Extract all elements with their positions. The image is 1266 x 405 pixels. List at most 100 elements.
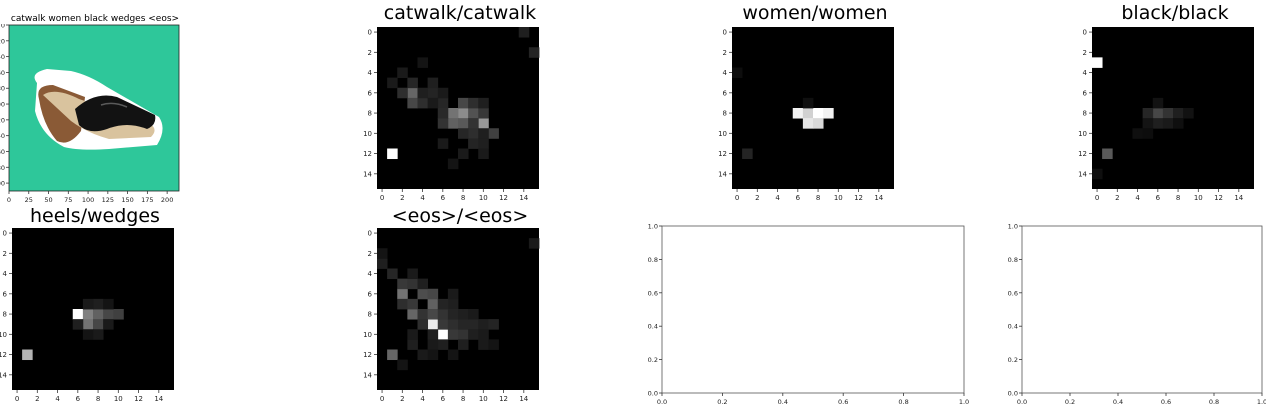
- heatmap-cell: [387, 77, 398, 89]
- x-tick-label: 10: [479, 395, 488, 403]
- x-tick-label: 4: [775, 194, 780, 202]
- heatmap-cell: [732, 67, 743, 79]
- x-tick-label: 8: [461, 395, 465, 403]
- heatmap-cell: [417, 288, 429, 300]
- x-tick-label: 0.6: [1161, 398, 1171, 405]
- heatmap-cell: [478, 97, 489, 109]
- heatmap-cell: [407, 298, 418, 310]
- heatmap-cell: [468, 97, 479, 109]
- heatmap-cell: [1092, 168, 1103, 180]
- heatmap-cell: [478, 138, 489, 149]
- y-tick-label: 6: [3, 290, 8, 298]
- y-tick-label: 2: [368, 49, 372, 57]
- x-tick-label: 2: [1115, 194, 1119, 202]
- y-tick-label: 0.4: [1008, 323, 1018, 331]
- x-tick-label: 1.0: [959, 398, 969, 405]
- heatmap-cell: [1132, 128, 1144, 139]
- source-image-title: catwalk women black wedges <eos>: [10, 14, 180, 24]
- heatmap-cell: [93, 309, 104, 320]
- heatmap-cell: [397, 87, 408, 99]
- heatmap-cell: [468, 128, 479, 139]
- heatmap-title-women: women/women: [742, 2, 888, 24]
- x-tick-label: 125: [102, 196, 114, 204]
- y-tick-label: 20: [0, 37, 5, 45]
- x-tick-label: 0.0: [657, 398, 667, 405]
- heatmap-cell: [377, 258, 388, 269]
- x-tick-label: 0: [735, 194, 739, 202]
- x-tick-label: 6: [441, 194, 446, 202]
- heatmap-cell: [802, 108, 814, 119]
- heatmap-cell: [437, 108, 449, 119]
- x-tick-label: 10: [834, 194, 843, 202]
- heatmap-cell: [1142, 128, 1154, 139]
- heatmap-cell: [1092, 57, 1103, 68]
- heatmap-cell: [387, 148, 398, 160]
- x-tick-label: 14: [1234, 194, 1243, 202]
- heatmap-cell: [417, 278, 429, 290]
- x-tick-label: 0: [380, 395, 384, 403]
- heatmap-cell: [458, 108, 469, 119]
- y-tick-label: 2: [1083, 49, 1087, 57]
- x-tick-label: 100: [82, 196, 94, 204]
- heatmap-cell: [427, 309, 439, 320]
- heatmap-cell: [437, 138, 449, 149]
- heatmap-cell: [813, 108, 824, 119]
- y-tick-label: 4: [3, 270, 8, 278]
- heatmap-cell: [437, 298, 449, 310]
- heatmap-cell: [427, 349, 439, 361]
- heatmap-cell: [447, 349, 459, 361]
- y-tick-label: 140: [0, 132, 5, 140]
- heatmap-cell: [813, 118, 824, 129]
- y-tick-label: 0.6: [1008, 289, 1018, 297]
- y-tick-label: 0.8: [1008, 256, 1018, 264]
- heatmap-cell: [397, 359, 408, 371]
- y-tick-label: 14: [363, 170, 372, 178]
- y-tick-label: 12: [1078, 150, 1087, 158]
- empty-axes-2: 0.00.0 0.2 0.2 0.4 0.4 0.6 0.6 0.8 0.8 1.0 1.0: [1008, 223, 1266, 405]
- heatmap-cell: [397, 288, 408, 300]
- heatmap-cell: [387, 349, 398, 361]
- heatmap-black: 0 0 2 2 4 4 6 6 8 8 10 10 12 12 14 14: [1078, 27, 1254, 202]
- heatmap-cell: [1162, 118, 1174, 129]
- y-tick-label: 0: [1083, 29, 1087, 37]
- y-tick-label: 2: [723, 49, 727, 57]
- x-tick-label: 2: [755, 194, 759, 202]
- heatmap-cell: [103, 319, 114, 330]
- heatmap-cell: [792, 108, 804, 119]
- heatmap-cell: [437, 319, 449, 330]
- heatmap-cell: [437, 118, 449, 129]
- heatmap-cell: [468, 138, 479, 149]
- heatmap-cell: [427, 87, 439, 99]
- heatmap-cell: [823, 108, 834, 119]
- heatmap-cell: [478, 128, 489, 139]
- y-tick-label: 12: [718, 150, 727, 158]
- y-tick-label: 2: [3, 250, 7, 258]
- y-tick-label: 0.2: [1008, 356, 1018, 364]
- heatmap-cell: [93, 319, 104, 330]
- y-tick-label: 0: [368, 29, 372, 37]
- x-tick-label: 0.0: [1017, 398, 1027, 405]
- heatmap-cell: [478, 148, 489, 160]
- x-tick-label: 75: [64, 196, 72, 204]
- heatmap-cell: [407, 329, 418, 340]
- heatmap-cell: [417, 57, 429, 68]
- y-tick-label: 80: [0, 85, 5, 93]
- heatmap-cell: [397, 298, 408, 310]
- heatmap-cell: [437, 329, 449, 340]
- x-tick-label: 150: [121, 196, 133, 204]
- y-tick-label: 14: [0, 371, 8, 379]
- x-tick-label: 8: [461, 194, 465, 202]
- heatmap-cell: [93, 298, 104, 310]
- x-tick-label: 4: [55, 395, 60, 403]
- x-tick-label: 0: [380, 194, 384, 202]
- heatmap-cell: [407, 339, 418, 350]
- x-tick-label: 0.8: [898, 398, 908, 405]
- heatmap-cell: [427, 339, 439, 350]
- heatmap-cell: [447, 158, 459, 170]
- heatmap-cell: [1142, 108, 1154, 119]
- heatmap-cell: [488, 128, 499, 139]
- heatmap-cell: [427, 298, 439, 310]
- x-tick-label: 175: [141, 196, 153, 204]
- y-tick-label: 12: [0, 351, 7, 359]
- heatmap-cell: [377, 248, 388, 259]
